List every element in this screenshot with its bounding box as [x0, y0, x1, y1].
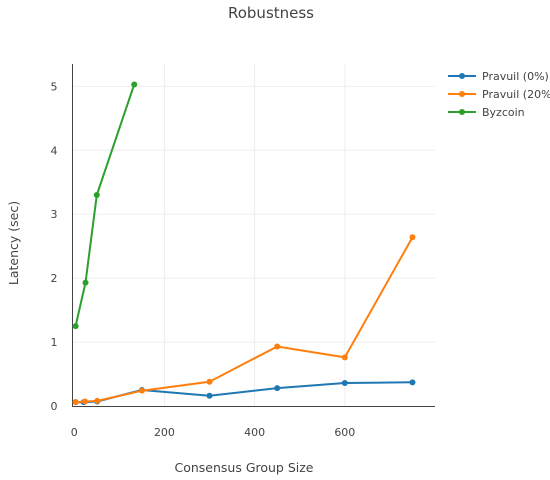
y-tick-label: 4	[51, 144, 58, 157]
data-point	[206, 378, 213, 385]
data-point	[138, 387, 145, 394]
series-byzcoin	[72, 81, 138, 330]
legend-marker	[459, 91, 465, 97]
x-tick-label: 200	[154, 426, 175, 439]
x-axis-title: Consensus Group Size	[174, 460, 313, 475]
data-point	[409, 234, 416, 241]
legend-label: Byzcoin	[482, 106, 525, 119]
y-tick-label: 0	[51, 400, 58, 413]
series	[72, 81, 416, 406]
data-point	[94, 397, 101, 404]
x-tick-labels: 0 200 400 600	[71, 426, 356, 439]
legend-marker	[459, 109, 465, 115]
legend-marker	[459, 73, 465, 79]
y-tick-label: 2	[51, 272, 58, 285]
data-point	[409, 379, 416, 386]
y-axis-title: Latency (sec)	[6, 201, 21, 285]
series-line	[75, 381, 413, 404]
data-point	[131, 81, 138, 88]
data-point	[341, 354, 348, 361]
series-line	[75, 236, 414, 404]
data-point	[206, 392, 213, 399]
data-point	[93, 192, 100, 199]
series-pravuil-20	[72, 234, 416, 406]
data-point	[274, 385, 281, 392]
x-tick-label: 600	[334, 426, 355, 439]
x-tick-label: 0	[71, 426, 78, 439]
legend-label: Pravuil (0%)	[482, 70, 549, 83]
legend[interactable]: Pravuil (0%) Pravuil (20%) Byzcoin	[448, 70, 550, 119]
series-pravuil-0	[72, 379, 416, 406]
series-line	[74, 84, 136, 327]
legend-item-pravuil-20[interactable]: Pravuil (20%)	[448, 88, 550, 101]
data-point	[82, 279, 89, 286]
y-tick-labels: 0 1 2 3 4 5	[51, 80, 58, 413]
legend-label: Pravuil (20%)	[482, 88, 550, 101]
data-point	[72, 399, 79, 406]
data-point	[341, 379, 348, 386]
data-point	[72, 323, 79, 330]
y-tick-label: 1	[51, 336, 58, 349]
legend-item-byzcoin[interactable]: Byzcoin	[448, 106, 525, 119]
x-tick-label: 400	[244, 426, 265, 439]
y-tick-label: 3	[51, 208, 58, 221]
data-point	[82, 398, 89, 405]
legend-item-pravuil-0[interactable]: Pravuil (0%)	[448, 70, 549, 83]
axes	[72, 64, 435, 407]
data-point	[274, 343, 281, 350]
grid	[72, 64, 435, 406]
chart-title: Robustness	[228, 4, 314, 22]
y-tick-label: 5	[51, 80, 58, 93]
